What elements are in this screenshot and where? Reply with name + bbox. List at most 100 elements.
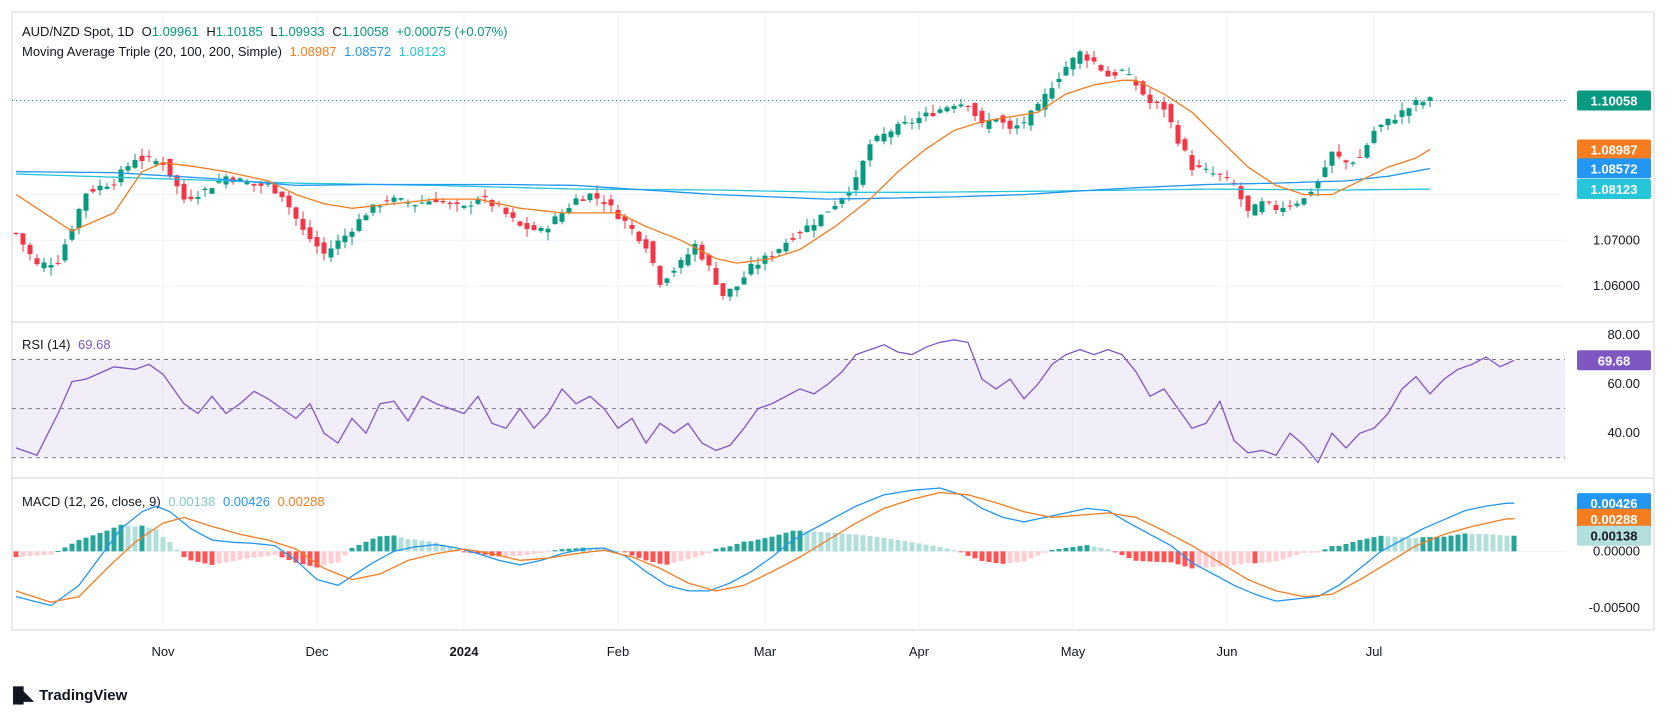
candle-down bbox=[972, 103, 978, 116]
price-badge: 1.10058 bbox=[1577, 90, 1651, 111]
macd-histogram-bar bbox=[1014, 551, 1020, 563]
macd-histogram-bar bbox=[41, 551, 47, 556]
candle-up bbox=[846, 192, 852, 196]
macd-value-badge: 0.00138 bbox=[1577, 525, 1651, 546]
candle-up bbox=[727, 288, 733, 297]
candle-down bbox=[650, 241, 656, 263]
macd-histogram-bar bbox=[118, 524, 124, 552]
candle-up bbox=[41, 262, 47, 269]
macd-histogram-bar bbox=[328, 551, 334, 564]
macd-histogram-bar bbox=[244, 551, 250, 559]
candle-up bbox=[1427, 97, 1433, 101]
candle-up bbox=[1420, 102, 1426, 106]
candlestick-series bbox=[13, 49, 1433, 301]
candle-up bbox=[881, 133, 887, 142]
macd-histogram-bar bbox=[1350, 542, 1356, 552]
macd-histogram-bar bbox=[965, 551, 971, 556]
macd-hist-value: 0.00138 bbox=[168, 494, 216, 509]
macd-histogram-bar bbox=[804, 531, 810, 552]
macd-histogram-bar bbox=[258, 551, 264, 557]
macd-histogram-bar bbox=[13, 551, 19, 557]
candle-up bbox=[1126, 74, 1132, 76]
macd-histogram-bar bbox=[1441, 536, 1447, 552]
macd-histogram-bar bbox=[279, 551, 285, 558]
candle-up bbox=[132, 159, 138, 168]
macd-histogram-bar bbox=[867, 536, 873, 552]
macd-histogram-bar bbox=[531, 551, 537, 554]
macd-histogram-bar bbox=[748, 541, 754, 552]
candle-up bbox=[783, 242, 789, 252]
macd-badge-label: 0.00138 bbox=[1591, 529, 1638, 544]
candle-down bbox=[181, 183, 187, 200]
macd-histogram-bar bbox=[1469, 534, 1475, 552]
candle-up bbox=[209, 188, 215, 194]
macd-histogram-bar bbox=[1490, 534, 1496, 552]
tradingview-logo[interactable]: █◣ TradingView bbox=[13, 686, 127, 705]
macd-histogram-bar bbox=[650, 551, 656, 563]
macd-histogram-bar bbox=[363, 541, 369, 552]
macd-histogram-bar bbox=[1161, 551, 1167, 563]
candle-down bbox=[1105, 70, 1111, 77]
macd-histogram-bar bbox=[1280, 551, 1286, 560]
price-badge-label: 1.08572 bbox=[1591, 161, 1638, 176]
macd-histogram-bar bbox=[1203, 551, 1209, 568]
macd-histogram-bar bbox=[370, 538, 376, 552]
macd-histogram-bar bbox=[335, 551, 341, 563]
candle-down bbox=[979, 110, 985, 124]
macd-histogram-bar bbox=[706, 551, 712, 554]
candle-down bbox=[1154, 101, 1160, 103]
macd-histogram-bar bbox=[90, 535, 96, 552]
candle-down bbox=[55, 262, 61, 264]
price-badge-bg bbox=[1577, 90, 1651, 111]
candle-down bbox=[790, 237, 796, 240]
macd-histogram-bar bbox=[587, 548, 593, 552]
candle-up bbox=[944, 107, 950, 112]
candle-down bbox=[797, 232, 803, 234]
candle-down bbox=[174, 175, 180, 187]
macd-histogram-bar bbox=[636, 551, 642, 558]
candle-up bbox=[1371, 130, 1377, 144]
candle-down bbox=[1000, 115, 1006, 123]
candle-down bbox=[433, 198, 439, 203]
macd-histogram-bar bbox=[783, 532, 789, 552]
macd-histogram-bar bbox=[1091, 546, 1097, 552]
candle-down bbox=[531, 225, 537, 231]
candle-up bbox=[573, 198, 579, 205]
candle-up bbox=[1399, 110, 1405, 117]
macd-histogram-bar bbox=[629, 551, 635, 556]
open-number: 1.09961 bbox=[151, 24, 199, 39]
macd-histogram-bar bbox=[895, 540, 901, 552]
candle-up bbox=[937, 109, 943, 113]
macd-histogram-bar bbox=[566, 548, 572, 552]
candle-up bbox=[1119, 69, 1125, 71]
candle-up bbox=[986, 120, 992, 129]
macd-histogram-bar bbox=[1147, 551, 1153, 562]
candle-up bbox=[958, 104, 964, 107]
macd-line bbox=[15, 487, 1514, 607]
candle-up bbox=[587, 193, 593, 201]
candle-up bbox=[475, 198, 481, 204]
candle-up bbox=[888, 131, 894, 138]
macd-histogram-bar bbox=[1315, 551, 1321, 553]
macd-histogram-bar bbox=[874, 536, 880, 552]
macd-histogram-bar bbox=[776, 534, 782, 552]
chart-frame bbox=[11, 11, 1655, 631]
candle-down bbox=[27, 244, 33, 255]
candle-up bbox=[685, 254, 691, 266]
macd-histogram-bar bbox=[769, 536, 775, 552]
macd-histogram-bar bbox=[538, 551, 544, 554]
tradingview-mark-icon: █◣ bbox=[13, 687, 34, 704]
close-value: C1.10058 bbox=[332, 24, 388, 39]
macd-histogram-bar bbox=[1217, 551, 1223, 567]
macd-histogram-bar bbox=[55, 551, 61, 553]
candle-down bbox=[699, 244, 705, 260]
macd-histogram-bar bbox=[1077, 546, 1083, 552]
macd-histogram-bar bbox=[405, 539, 411, 552]
macd-histogram-bar bbox=[643, 551, 649, 561]
macd-histogram-bar bbox=[762, 538, 768, 552]
macd-histogram-bar bbox=[349, 547, 355, 552]
macd-histogram-bar bbox=[951, 550, 957, 552]
macd-histogram-bar bbox=[1168, 551, 1174, 563]
candle-up bbox=[902, 121, 908, 124]
